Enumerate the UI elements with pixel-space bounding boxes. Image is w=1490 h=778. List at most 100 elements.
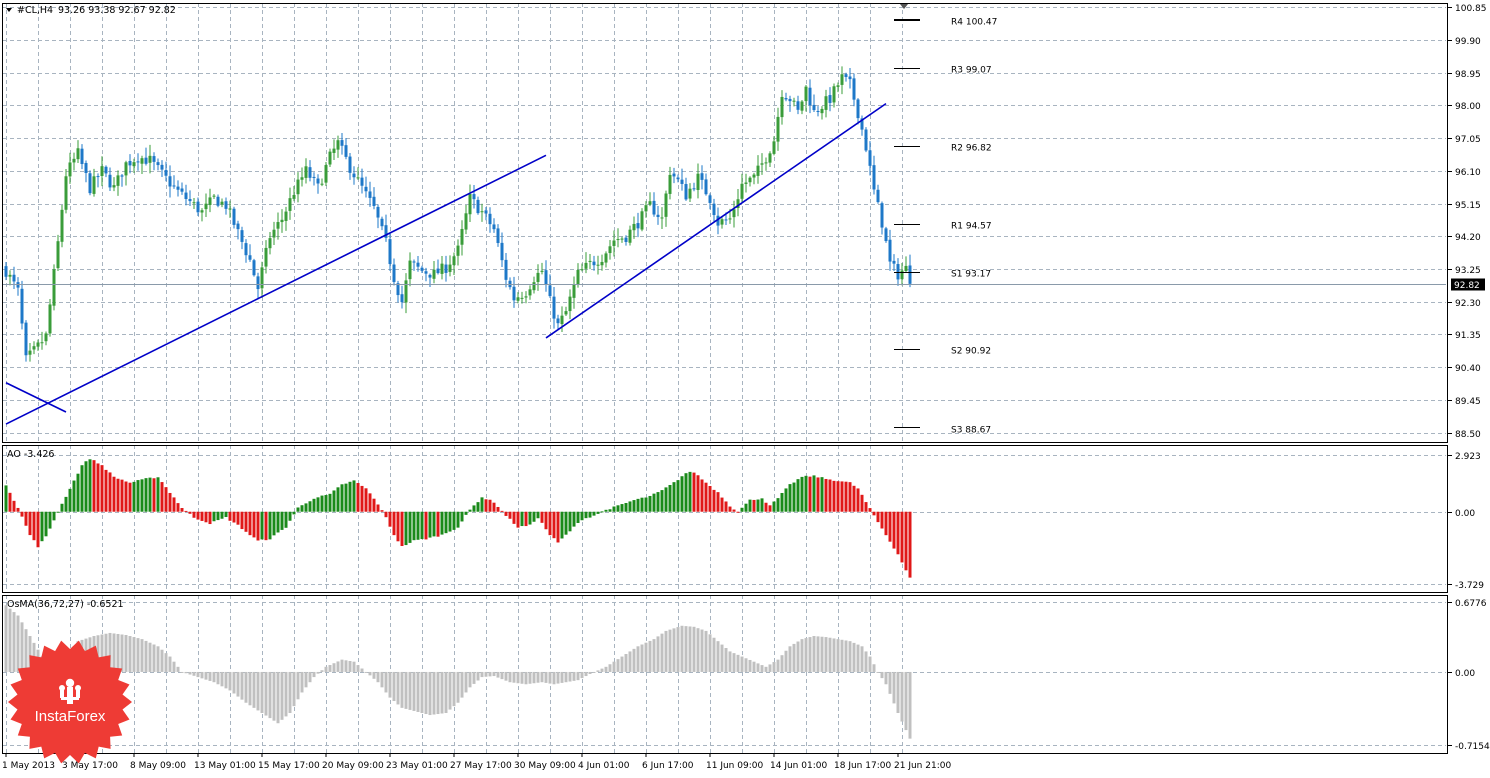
candle xyxy=(804,84,808,112)
candle-body xyxy=(232,208,236,225)
osma-bar xyxy=(120,634,124,672)
ao-bar xyxy=(384,511,388,518)
candle xyxy=(196,197,200,216)
candle xyxy=(516,292,520,304)
pivot-label-r1: R1 94.57 xyxy=(951,222,992,232)
osma-bar xyxy=(796,641,800,672)
candle-body xyxy=(476,199,480,214)
osma-bar xyxy=(848,641,852,672)
ao-bar xyxy=(24,511,28,526)
ao-bar xyxy=(692,472,696,512)
ao-bar xyxy=(424,511,428,540)
ao-bar xyxy=(892,511,896,549)
osma-bar xyxy=(824,637,828,672)
ao-bar xyxy=(544,511,548,530)
candle-body xyxy=(288,198,292,211)
ao-bar xyxy=(460,511,464,522)
candle xyxy=(420,265,424,273)
candle xyxy=(856,98,860,125)
ao-bar xyxy=(8,492,12,512)
candle xyxy=(336,135,340,158)
ao-bar xyxy=(676,480,680,512)
upper-trendline[interactable] xyxy=(545,102,887,339)
candle xyxy=(884,226,888,243)
osma-bar xyxy=(584,671,588,677)
osma-bar xyxy=(268,671,272,719)
candle xyxy=(360,168,364,194)
ao-bar xyxy=(620,504,624,512)
candle-body xyxy=(256,276,260,290)
osma-bar xyxy=(100,634,104,672)
candle-body xyxy=(696,173,700,190)
long-trendline[interactable] xyxy=(5,154,547,425)
candle xyxy=(52,264,56,311)
candle xyxy=(612,230,616,257)
candle xyxy=(768,151,772,167)
candle xyxy=(128,154,132,174)
candle xyxy=(704,173,708,196)
candle xyxy=(608,240,612,260)
candle xyxy=(4,261,8,281)
ao-bar xyxy=(568,511,572,532)
candle xyxy=(40,331,44,350)
osma-bar xyxy=(140,639,144,672)
candle xyxy=(652,192,656,217)
candle xyxy=(548,274,552,298)
time-tick-label: 30 May 09:00 xyxy=(514,761,576,771)
candle xyxy=(72,152,76,171)
ao-bar xyxy=(512,511,516,524)
candle-body xyxy=(768,153,772,163)
osma-bar xyxy=(688,626,692,672)
osma-bar xyxy=(376,671,380,683)
candle xyxy=(268,231,272,255)
candle-body xyxy=(228,208,232,210)
candle xyxy=(696,163,700,199)
candle-body xyxy=(324,165,328,183)
candle xyxy=(416,256,420,272)
ao-bar xyxy=(324,495,328,512)
dropdown-arrow-icon[interactable] xyxy=(6,8,12,12)
osma-bar xyxy=(716,641,720,672)
osma-bar xyxy=(364,671,368,673)
ao-bar xyxy=(768,505,772,512)
ao-bar xyxy=(192,511,196,518)
candle xyxy=(368,181,372,207)
candle xyxy=(284,206,288,231)
candle xyxy=(564,306,568,317)
ao-bar xyxy=(264,511,268,541)
ao-bar xyxy=(540,511,544,523)
osma-bar xyxy=(308,671,312,683)
ao-bar xyxy=(716,492,720,512)
ao-bar xyxy=(140,479,144,512)
osma-bar xyxy=(472,671,476,684)
osma-bar xyxy=(612,661,616,672)
candle xyxy=(520,291,524,304)
osma-bar xyxy=(464,671,468,693)
candle-body xyxy=(668,174,672,194)
candle-body xyxy=(520,297,524,299)
short-down-line[interactable] xyxy=(5,382,67,413)
candle xyxy=(332,139,336,161)
osma-bar xyxy=(532,671,536,684)
candle xyxy=(348,153,352,180)
candle-body xyxy=(152,156,156,162)
ao-bar xyxy=(484,499,488,512)
candle-body xyxy=(732,209,736,218)
osma-bar xyxy=(356,665,360,672)
candle-body xyxy=(356,177,360,179)
ao-bar xyxy=(352,480,356,512)
price-tick-label: 98.95 xyxy=(1455,70,1481,80)
ao-bar xyxy=(844,481,848,512)
ao-bar xyxy=(156,477,160,512)
pivot-levels-layer: R4 100.47 R3 99.07 R2 96.82 R1 94.57 S1 93.1… xyxy=(894,4,997,436)
candle xyxy=(820,106,824,120)
ao-bar xyxy=(816,477,820,512)
candle-body xyxy=(240,230,244,242)
candle-body xyxy=(556,318,560,324)
candle xyxy=(672,167,676,184)
osma-bar xyxy=(756,663,760,672)
osma-bar xyxy=(368,671,372,676)
candle xyxy=(152,152,156,171)
osma-bar xyxy=(828,637,832,672)
